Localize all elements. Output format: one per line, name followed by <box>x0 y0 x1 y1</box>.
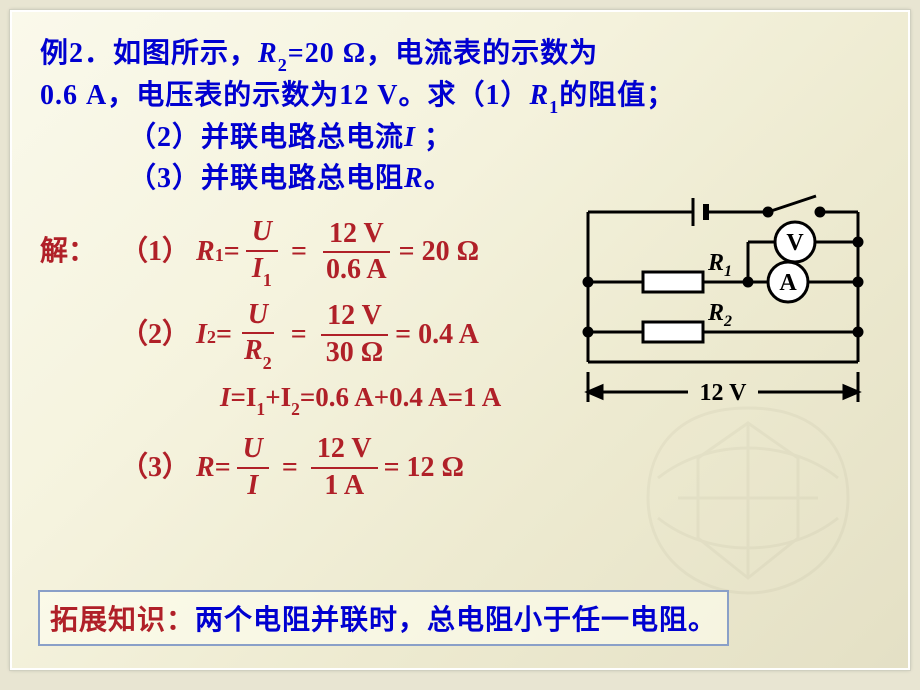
problem-line2a: 0.6 A，电压表的示数为12 V。求（1） <box>40 80 529 111</box>
s2-f1-den: R2 <box>238 334 278 370</box>
s2-frac2: 12 V 30 Ω <box>320 301 389 369</box>
var-r2: R <box>258 38 278 69</box>
var-r2-sub: 2 <box>278 55 288 75</box>
s3-lhs: R <box>196 454 215 482</box>
problem-line2b: 的阻值； <box>559 80 675 111</box>
s1-lhs: R <box>196 238 215 266</box>
s1-frac1: U I1 <box>246 217 278 287</box>
r1-label: R1 <box>707 250 732 280</box>
s3-f2-num: 12 V <box>311 434 378 469</box>
var-r: R <box>404 163 424 194</box>
s1-eq2: = <box>284 238 314 266</box>
s2-eq2: = <box>284 321 314 349</box>
voltage-label: 12 V <box>700 380 748 406</box>
s1-lhs-sub: 1 <box>215 246 224 264</box>
s1-f2-den: 0.6 A <box>320 253 393 286</box>
s2-f1-num: U <box>242 300 274 335</box>
step1-tag: （1） <box>120 238 190 266</box>
s1-frac2: 12 V 0.6 A <box>320 219 393 287</box>
s3-frac2: 12 V 1 A <box>311 434 378 502</box>
r2-label: R2 <box>707 300 732 330</box>
note-lead: 拓展知识： <box>50 605 195 636</box>
s2-rhs: = 0.4 A <box>395 321 479 349</box>
s3-eq1: = <box>215 454 231 482</box>
var-r1: R <box>529 80 549 111</box>
s1-f1-num: U <box>246 217 278 252</box>
q3-tail: 。 <box>424 163 453 194</box>
s1-f1-den: I1 <box>246 252 278 288</box>
problem-line1a: 例2．如图所示， <box>40 38 258 69</box>
s2-f2-den: 30 Ω <box>320 336 389 369</box>
s2-lhs-sub: 2 <box>207 328 216 346</box>
note-body: 两个电阻并联时，总电阻小于任一电阻。 <box>195 605 717 636</box>
q2-tail: ； <box>424 122 453 153</box>
step3-equation: R = U I = 12 V 1 A = 12 Ω <box>196 434 464 502</box>
var-i: I <box>404 122 416 153</box>
s2-frac1: U R2 <box>238 300 278 370</box>
s2-eq1: = <box>216 321 232 349</box>
question-2: （2）并联电路总电流 <box>128 122 404 153</box>
s1-f2-num: 12 V <box>323 219 390 254</box>
s3-frac1: U I <box>237 434 269 502</box>
s2-lhs: I <box>196 321 207 349</box>
slide: 例2．如图所示，R2=20 Ω，电流表的示数为 0.6 A，电压表的示数为12 … <box>10 10 910 670</box>
r2-value-text: =20 Ω，电流表的示数为 <box>288 38 598 69</box>
s3-f1-den: I <box>241 469 264 502</box>
solution-step-3: （3） R = U I = 12 V 1 A = 12 Ω <box>40 434 888 502</box>
circuit-diagram: V A R1 R2 12 V <box>568 192 878 442</box>
var-r1-sub: 1 <box>549 97 559 117</box>
s3-f2-den: 1 A <box>318 469 370 502</box>
step1-equation: R1 = U I1 = 12 V 0.6 A = 20 Ω <box>196 217 479 287</box>
s3-f1-num: U <box>237 434 269 469</box>
step2-equation: I2 = U R2 = 12 V 30 Ω = 0.4 A <box>196 300 479 370</box>
s3-eq2: = <box>275 454 305 482</box>
s2-f2-num: 12 V <box>321 301 388 336</box>
ammeter-label: A <box>779 270 797 296</box>
step3-tag: （3） <box>120 454 190 482</box>
s3-rhs: = 12 Ω <box>384 454 464 482</box>
voltmeter-label: V <box>786 230 804 256</box>
question-3: （3）并联电路总电阻 <box>128 163 404 194</box>
step2-tag: （2） <box>120 321 190 349</box>
extension-note: 拓展知识：两个电阻并联时，总电阻小于任一电阻。 <box>38 590 729 646</box>
s1-eq1: = <box>224 238 240 266</box>
s1-rhs: = 20 Ω <box>399 238 479 266</box>
problem-statement: 例2．如图所示，R2=20 Ω，电流表的示数为 0.6 A，电压表的示数为12 … <box>40 34 888 199</box>
solution-label: 解： <box>40 238 120 266</box>
